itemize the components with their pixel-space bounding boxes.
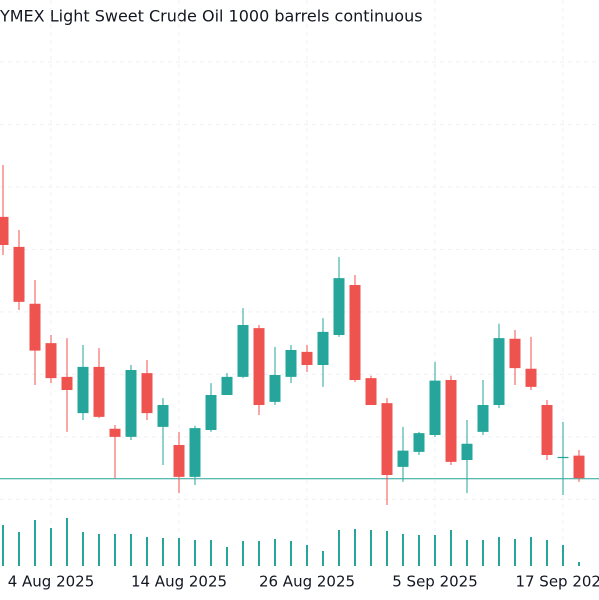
volume-bar <box>194 540 196 566</box>
candle-body <box>45 343 57 379</box>
candle-body <box>253 328 265 405</box>
volume-bar <box>514 539 516 566</box>
candle-body <box>93 366 105 417</box>
candle-body <box>365 378 377 405</box>
volume-bar <box>290 541 292 566</box>
volume-bar <box>98 534 100 566</box>
volume-bar <box>2 525 4 566</box>
volume-bar <box>178 538 180 566</box>
x-tick-label: 4 Aug 2025 <box>8 573 95 591</box>
x-tick-label: 14 Aug 2025 <box>131 573 227 591</box>
candle-body <box>461 443 473 460</box>
volume-bar <box>354 529 356 566</box>
candle-body <box>445 380 457 462</box>
volume-bar <box>322 551 324 566</box>
volume-bar <box>562 545 564 566</box>
candle-body <box>109 428 121 437</box>
candle-body <box>317 331 329 365</box>
candle-body <box>397 450 409 467</box>
candle-body <box>221 376 233 395</box>
x-tick-label: 5 Sep 2025 <box>392 573 478 591</box>
candle-body <box>477 405 489 432</box>
volume-bar <box>146 537 148 566</box>
candle-body <box>413 433 425 452</box>
candle-body <box>493 338 505 405</box>
x-tick-label: 26 Aug 2025 <box>259 573 355 591</box>
volume-bar <box>242 541 244 566</box>
volume-bar <box>114 534 116 566</box>
volume-bar <box>274 539 276 566</box>
volume-bar <box>338 530 340 566</box>
candle-body <box>301 351 313 365</box>
candle-body <box>525 368 537 387</box>
candle-body <box>157 405 169 427</box>
candle-body <box>333 278 345 335</box>
candle-body <box>29 303 41 351</box>
candle-body <box>285 350 297 377</box>
volume-bar <box>450 530 452 566</box>
volume-bar <box>386 531 388 566</box>
candle-body <box>61 376 73 390</box>
candle-body <box>77 366 89 414</box>
volume-bar <box>258 541 260 566</box>
volume-bar <box>530 537 532 566</box>
candle-body <box>237 325 249 377</box>
x-tick-label: 17 Sep 2025 <box>515 573 599 591</box>
volume-bar <box>546 540 548 566</box>
candle-body <box>269 375 281 402</box>
volume-bar <box>466 540 468 566</box>
candle-body <box>557 456 569 459</box>
volume-bar <box>130 534 132 566</box>
volume-bar <box>482 540 484 566</box>
volume-bar <box>34 520 36 566</box>
candle-body <box>573 455 585 479</box>
candle-body <box>541 405 553 455</box>
candle-body <box>509 338 521 369</box>
candle-body <box>189 428 201 477</box>
candle-body <box>381 403 393 475</box>
candle-body <box>205 395 217 430</box>
volume-bar <box>370 530 372 566</box>
volume-bar <box>18 532 20 566</box>
candle-body <box>13 246 25 302</box>
volume-bar <box>162 538 164 566</box>
volume-bar <box>210 540 212 566</box>
volume-bar <box>66 518 68 566</box>
candle-body <box>141 373 153 414</box>
candle-body <box>173 445 185 477</box>
volume-bar <box>434 535 436 566</box>
volume-bar <box>82 532 84 566</box>
candle-body <box>0 216 9 245</box>
candle-body <box>429 380 441 435</box>
volume-bar <box>402 534 404 566</box>
volume-bar <box>498 537 500 566</box>
chart-title: NYMEX Light Sweet Crude Oil 1000 barrels… <box>0 7 423 26</box>
candle-body <box>349 285 361 380</box>
candle-body <box>125 370 137 437</box>
volume-bar <box>50 528 52 566</box>
volume-bar <box>578 562 580 566</box>
volume-bar <box>226 547 228 566</box>
volume-bar <box>306 545 308 566</box>
volume-bar <box>418 535 420 566</box>
